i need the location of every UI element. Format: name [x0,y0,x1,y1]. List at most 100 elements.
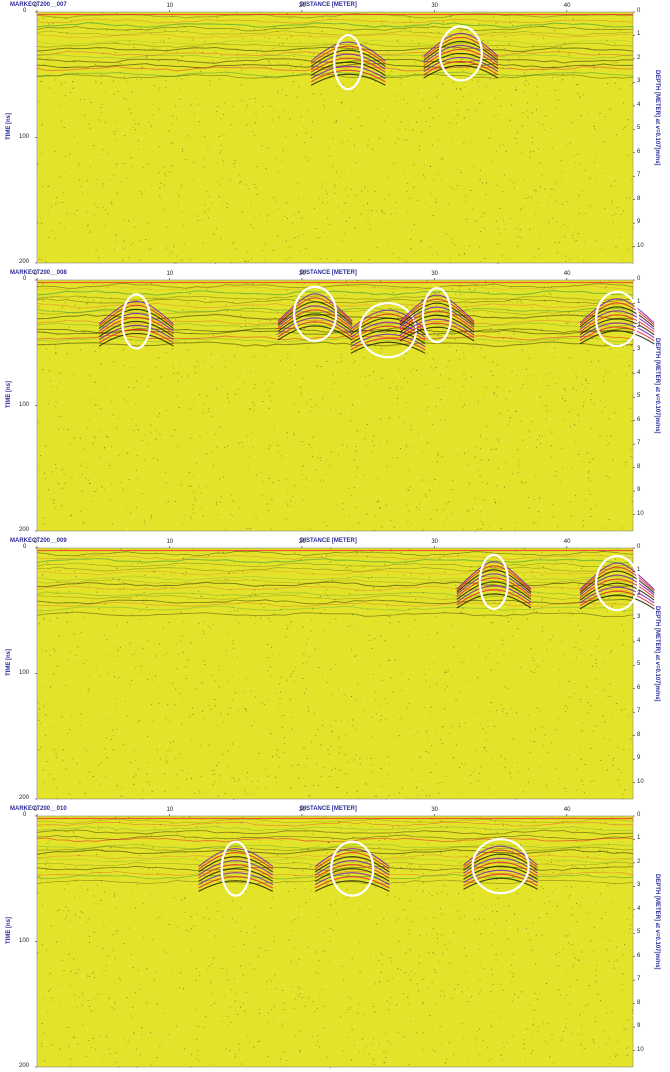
y2-tick-label: 2 [637,54,641,61]
hyperbola-reflection [579,298,655,345]
anomaly-ellipse [358,302,418,359]
anomaly-ellipse [594,554,640,612]
y2-tick-label: 4 [637,369,641,376]
anomaly-ellipse [594,290,640,348]
y-tick-label: 0 [23,276,27,282]
x-axis-label: DISTANCE [METER] [300,2,357,8]
radargram-panel: MARKECT200__010 DISTANCE [METER] TIME [ns]… [0,804,670,1072]
anomaly-ellipse [121,293,152,350]
x-tick-label: 0 [34,807,38,813]
y2-tick-label: 6 [637,952,641,959]
y2-tick-label: 8 [637,195,641,202]
anomaly-ellipse [478,553,509,611]
x-tick-label: 10 [166,3,174,9]
anomaly-ellipse [438,25,483,82]
panel-title: MARKECT200__007 [10,2,67,8]
y2-tick-label: 6 [637,416,641,423]
panel-title: MARKECT200__008 [10,270,67,276]
y2-axis-label: DEPTH [METER] at v=0.107[m/ns] [654,874,660,970]
anomaly-ellipse [220,840,251,897]
y2-tick-label: 2 [637,858,641,865]
anomaly-ellipse [330,840,375,897]
hyperbola-reflection [98,300,174,347]
x-axis-label: DISTANCE [METER] [300,270,357,276]
y2-tick-label: 9 [637,755,641,762]
y2-tick-label: 3 [637,614,641,621]
y2-tick-label: 10 [637,242,644,249]
y2-tick-label: 4 [637,637,641,644]
y2-tick-label: 5 [637,661,641,668]
y2-tick-label: 2 [637,322,641,329]
anomaly-group [98,285,655,359]
hyperbola-reflection [277,293,353,341]
radargram-background [36,547,634,800]
x-axis-label: DISTANCE [METER] [300,538,357,544]
y2-tick-label: 9 [637,487,641,494]
y-axis-label: TIME [ns] [6,649,12,676]
y-tick-label: 200 [19,1063,30,1069]
x-tick-label: 40 [563,807,571,813]
y2-tick-label: 10 [637,510,644,517]
y2-tick-label: 8 [637,463,641,470]
x-axis-label: DISTANCE [METER] [300,806,357,812]
y-axis-label: TIME [ns] [6,917,12,944]
hyperbola-reflection [350,309,426,354]
x-tick-label: 0 [34,3,38,9]
x-tick-label: 30 [431,539,439,545]
y2-tick-label: 9 [637,219,641,226]
x-tick-label: 30 [431,3,439,9]
reflection-layers [36,549,634,617]
y2-tick-label: 1 [637,567,641,574]
panel-title: MARKECT200__010 [10,806,67,812]
anomaly-group [456,553,655,612]
y2-axis-label: DEPTH [METER] at v=0.107[m/ns] [654,338,660,434]
y2-tick-label: 1 [637,31,641,38]
y2-tick-label: 5 [637,393,641,400]
hyperbola-reflection [310,41,386,86]
y2-tick-label: 7 [637,708,641,715]
y-axis-label: TIME [ns] [6,381,12,408]
panel-title: MARKECT200__009 [10,538,67,544]
y-tick-label: 100 [19,669,30,676]
y2-tick-label: 8 [637,999,641,1006]
x-tick-label: 20 [298,3,306,9]
hyperbola-reflection [579,562,655,610]
y2-tick-label: 0 [637,812,641,818]
hyperbola-reflection [423,32,499,79]
y2-tick-label: 7 [637,440,641,447]
y-tick-label: 0 [23,812,27,818]
y-tick-label: 100 [19,401,30,408]
x-tick-label: 20 [298,271,306,277]
y2-tick-label: 0 [637,8,641,14]
anomaly-group [198,838,538,897]
radargram-svg [35,546,655,800]
y2-tick-label: 3 [637,346,641,353]
radargram-svg [35,278,655,532]
x-tick-label: 20 [298,807,306,813]
y-tick-label: 0 [23,8,27,14]
x-tick-marks [35,10,635,264]
y2-tick-label: 10 [637,1046,644,1053]
y-tick-label: 200 [19,527,30,533]
y-tick-label: 200 [19,259,30,265]
radargram-panel: MARKECT200__009 DISTANCE [METER] TIME [ns]… [0,536,670,804]
y-tick-label: 100 [19,937,30,944]
y2-tick-label: 2 [637,590,641,597]
x-tick-label: 10 [166,539,174,545]
hyperbola-reflection [456,561,532,609]
x-tick-label: 10 [166,807,174,813]
hyperbola-reflection [198,848,274,892]
anomaly-ellipse [333,34,364,91]
radargram-panel: MARKECT200__007 DISTANCE [METER] TIME [ns]… [0,0,670,268]
y2-tick-label: 3 [637,882,641,889]
noise-layer [37,816,634,1068]
anomaly-ellipse [421,286,453,344]
y2-tick-label: 4 [637,905,641,912]
x-tick-label: 20 [298,539,306,545]
x-tick-marks [35,546,635,800]
anomaly-ellipse [293,285,338,343]
y2-tick-label: 0 [637,544,641,550]
radargram-svg [35,814,635,1068]
y-axis-label: TIME [ns] [6,113,12,140]
x-tick-label: 40 [563,271,571,277]
